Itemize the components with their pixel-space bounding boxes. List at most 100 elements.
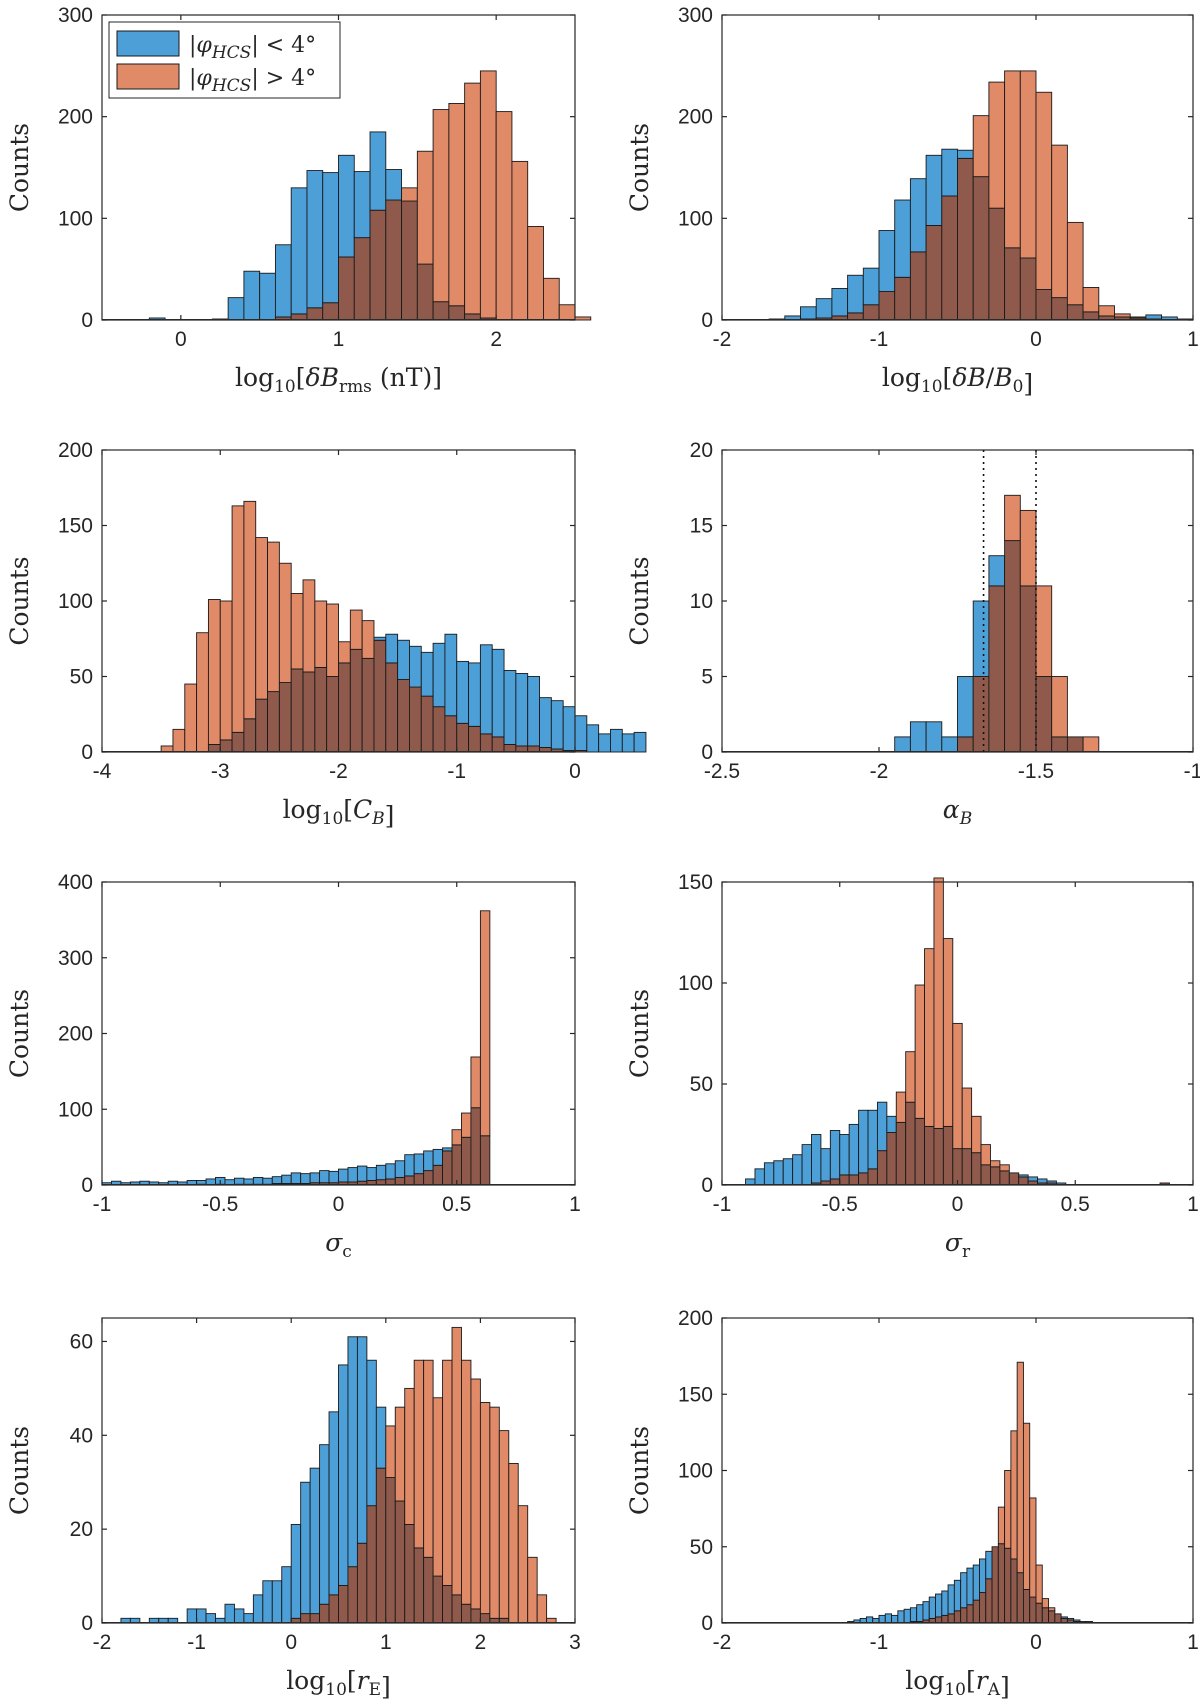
bar-near-hcs bbox=[562, 706, 576, 751]
y-tick-label: 20 bbox=[70, 1518, 93, 1541]
y-tick-label: 200 bbox=[58, 439, 93, 462]
bar-near-hcs bbox=[858, 1109, 869, 1174]
y-axis-label: Counts bbox=[5, 1426, 34, 1515]
bar-overlap bbox=[979, 1592, 987, 1624]
chart-panel-5: -1 -0.5 0 0.5 1 0 100 200 300 400 σc Counts bbox=[5, 871, 581, 1262]
bar-near-hcs bbox=[1145, 314, 1163, 320]
bar-near-hcs bbox=[233, 1177, 245, 1185]
bar-far-hcs bbox=[1082, 287, 1100, 313]
y-tick-label: 150 bbox=[678, 1383, 713, 1406]
y-tick-label: 0 bbox=[701, 1612, 713, 1635]
y-tick-label: 40 bbox=[70, 1424, 93, 1447]
y-tick-label: 5 bbox=[701, 666, 713, 689]
bar-near-hcs bbox=[338, 1168, 349, 1183]
bar-overlap bbox=[302, 671, 316, 753]
bar-far-hcs bbox=[517, 1505, 529, 1624]
bar-near-hcs bbox=[754, 1168, 765, 1186]
bar-overlap bbox=[503, 744, 517, 753]
bar-far-hcs bbox=[558, 304, 576, 321]
bar-overlap bbox=[306, 307, 324, 321]
bar-far-hcs bbox=[338, 641, 351, 664]
bar-near-hcs bbox=[366, 1359, 377, 1507]
bars-group bbox=[745, 877, 1170, 1186]
bar-near-hcs bbox=[243, 270, 261, 321]
bar-near-hcs bbox=[1018, 1174, 1029, 1178]
bar-overlap bbox=[394, 1176, 406, 1186]
legend-swatch-far bbox=[116, 63, 180, 90]
bar-near-hcs bbox=[328, 1411, 339, 1596]
bar-overlap bbox=[413, 1173, 425, 1186]
x-tick-label: 0.5 bbox=[1061, 1193, 1090, 1216]
x-tick-label: -1 bbox=[93, 1193, 112, 1216]
bar-overlap bbox=[952, 1148, 963, 1186]
bar-far-hcs bbox=[207, 599, 221, 745]
bar-far-hcs bbox=[1098, 305, 1115, 317]
bar-overlap bbox=[966, 1604, 974, 1624]
legend-label-far: |φHCS| > 4° bbox=[189, 66, 316, 96]
bar-overlap bbox=[231, 731, 245, 753]
bar-far-hcs bbox=[905, 1051, 916, 1103]
bar-near-hcs bbox=[878, 1614, 886, 1624]
bar-overlap bbox=[925, 224, 943, 321]
bar-overlap bbox=[219, 739, 233, 753]
bar-far-hcs bbox=[278, 562, 292, 683]
bar-near-hcs bbox=[281, 1174, 292, 1184]
bar-overlap bbox=[1035, 289, 1053, 321]
bar-near-hcs bbox=[829, 1130, 841, 1180]
bar-near-hcs bbox=[271, 1580, 283, 1624]
bar-overlap bbox=[886, 1132, 897, 1186]
bar-near-hcs bbox=[909, 721, 927, 753]
bar-far-hcs bbox=[385, 1425, 396, 1478]
x-tick-label: -0.5 bbox=[202, 1193, 238, 1216]
bar-far-hcs bbox=[448, 102, 466, 307]
bar-overlap bbox=[947, 1613, 955, 1624]
bar-far-hcs bbox=[1010, 1430, 1018, 1560]
bar-overlap bbox=[847, 312, 864, 321]
bar-far-hcs bbox=[479, 1402, 491, 1615]
bar-overlap bbox=[338, 662, 351, 753]
x-tick-label: -2 bbox=[329, 760, 348, 783]
bar-overlap bbox=[848, 1174, 860, 1186]
chart-panel-3: -4 -3 -2 -1 0 0 50 100 150 200 log10[CB] Counts bbox=[5, 439, 647, 830]
bar-near-hcs bbox=[876, 1101, 888, 1152]
bar-far-hcs bbox=[413, 1359, 425, 1549]
y-axis-label: Counts bbox=[625, 556, 654, 645]
bar-near-hcs bbox=[867, 1109, 878, 1170]
bar-near-hcs bbox=[801, 1144, 812, 1186]
bar-overlap bbox=[423, 1170, 434, 1186]
bar-near-hcs bbox=[941, 736, 958, 753]
x-tick-label: -2 bbox=[713, 1631, 732, 1654]
bar-far-hcs bbox=[543, 277, 560, 321]
bar-far-hcs bbox=[1022, 1422, 1031, 1590]
bar-near-hcs bbox=[1073, 1619, 1081, 1622]
bars-group bbox=[101, 910, 491, 1186]
bar-overlap bbox=[479, 733, 493, 753]
bar-near-hcs bbox=[988, 555, 1006, 587]
bar-near-hcs bbox=[274, 244, 292, 318]
bar-near-hcs bbox=[957, 149, 974, 159]
bar-overlap bbox=[404, 1524, 415, 1624]
bar-far-hcs bbox=[980, 1144, 991, 1166]
bar-near-hcs bbox=[941, 1590, 949, 1616]
y-tick-label: 0 bbox=[701, 309, 713, 332]
chart-panel-7: -2 -1 0 1 2 3 0 20 40 60 log10[rE] Counts bbox=[5, 1317, 581, 1701]
bar-overlap bbox=[470, 1107, 481, 1186]
bar-far-hcs bbox=[942, 938, 954, 1127]
bar-overlap bbox=[876, 1150, 888, 1186]
bar-near-hcs bbox=[290, 1172, 302, 1184]
bar-overlap bbox=[1035, 1602, 1043, 1624]
bar-overlap bbox=[468, 725, 481, 753]
bar-overlap bbox=[988, 585, 1006, 753]
y-tick-label: 200 bbox=[58, 106, 93, 129]
x-tick-label: 0 bbox=[569, 760, 581, 783]
bars-group bbox=[148, 70, 592, 321]
chart-panel-4: -2.5 -2 -1.5 -1 0 5 10 15 20 αB Counts bbox=[625, 439, 1200, 829]
bar-far-hcs bbox=[1129, 316, 1147, 319]
bar-overlap bbox=[423, 1556, 434, 1624]
x-tick-label: 1 bbox=[380, 1631, 392, 1654]
bar-overlap bbox=[1010, 1558, 1018, 1624]
bar-near-hcs bbox=[894, 736, 911, 753]
bar-far-hcs bbox=[464, 82, 481, 315]
x-tick-label: -1 bbox=[187, 1631, 206, 1654]
bar-far-hcs bbox=[1041, 1598, 1050, 1609]
